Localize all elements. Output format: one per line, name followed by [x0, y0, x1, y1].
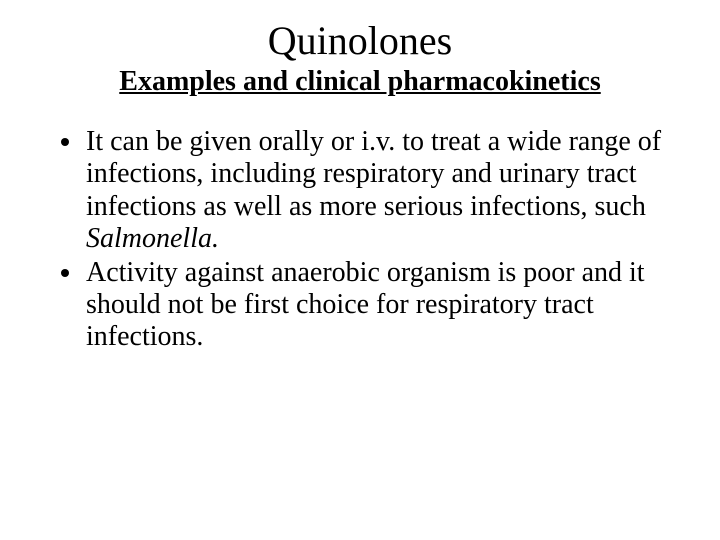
bullet-text: Activity against anaerobic organism is p… — [86, 257, 645, 352]
list-item: It can be given orally or i.v. to treat … — [84, 126, 670, 255]
bullet-text: It can be given orally or i.v. to treat … — [86, 126, 661, 221]
slide-subtitle: Examples and clinical pharmacokinetics — [50, 66, 670, 98]
bullet-italic: Salmonella. — [86, 223, 219, 254]
list-item: Activity against anaerobic organism is p… — [84, 257, 670, 354]
slide-title: Quinolones — [50, 18, 670, 64]
slide: Quinolones Examples and clinical pharmac… — [0, 0, 720, 540]
bullet-list: It can be given orally or i.v. to treat … — [50, 126, 670, 353]
